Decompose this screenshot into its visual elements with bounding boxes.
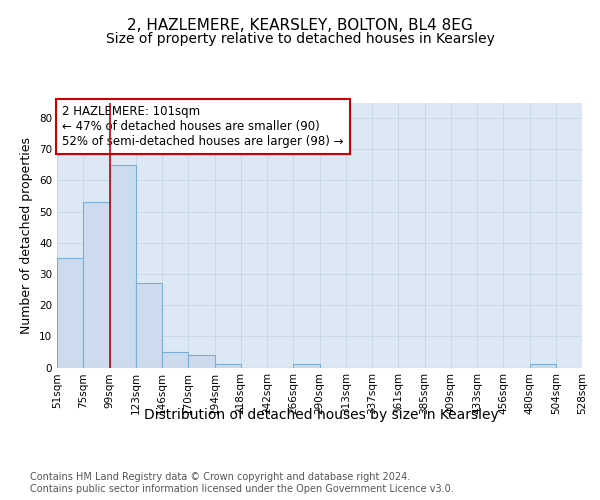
Bar	[215, 364, 241, 368]
Text: Distribution of detached houses by size in Kearsley: Distribution of detached houses by size …	[143, 408, 499, 422]
Text: Size of property relative to detached houses in Kearsley: Size of property relative to detached ho…	[106, 32, 494, 46]
Text: 2 HAZLEMERE: 101sqm
← 47% of detached houses are smaller (90)
52% of semi-detach: 2 HAZLEMERE: 101sqm ← 47% of detached ho…	[62, 105, 344, 148]
Bar	[162, 352, 188, 368]
Text: 2, HAZLEMERE, KEARSLEY, BOLTON, BL4 8EG: 2, HAZLEMERE, KEARSLEY, BOLTON, BL4 8EG	[127, 18, 473, 32]
Bar	[530, 364, 556, 368]
Bar	[136, 284, 162, 368]
Bar	[188, 355, 215, 368]
Bar	[57, 258, 83, 368]
Y-axis label: Number of detached properties: Number of detached properties	[20, 136, 34, 334]
Bar	[110, 165, 136, 368]
Bar	[83, 202, 110, 368]
Text: Contains HM Land Registry data © Crown copyright and database right 2024.
Contai: Contains HM Land Registry data © Crown c…	[30, 472, 454, 494]
Bar	[293, 364, 320, 368]
